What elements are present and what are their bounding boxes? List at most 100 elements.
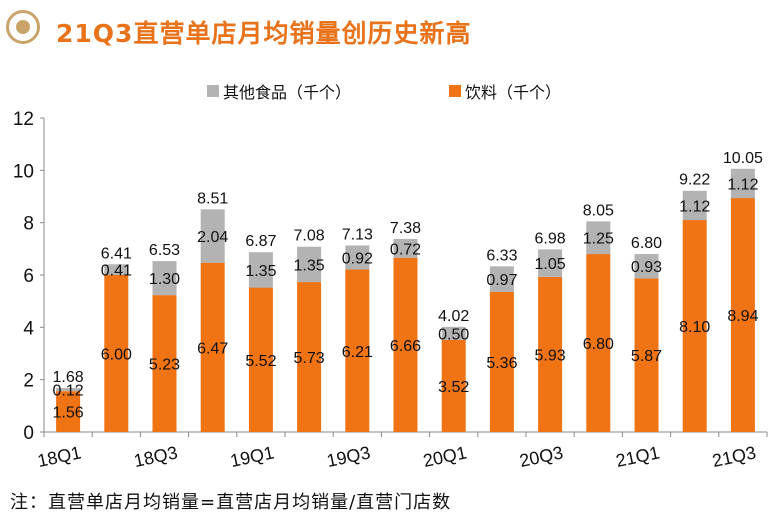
data-label-drinks: 6.47 xyxy=(197,340,228,357)
x-tick-label: 21Q3 xyxy=(710,442,757,471)
data-label-total: 8.51 xyxy=(197,190,228,207)
bar-drinks xyxy=(345,269,370,432)
bar-other-food xyxy=(538,249,563,277)
x-tick-label: 18Q3 xyxy=(132,442,179,471)
bar-other-food xyxy=(441,326,466,340)
logo-icon xyxy=(6,10,40,44)
data-label-drinks: 8.94 xyxy=(727,308,758,325)
data-label-total: 6.87 xyxy=(245,233,276,250)
bar-drinks xyxy=(200,262,225,432)
data-label-drinks: 5.87 xyxy=(631,348,662,365)
x-tick-label: 20Q1 xyxy=(421,442,468,471)
data-label-drinks: 5.93 xyxy=(535,347,566,364)
data-label-total: 1.68 xyxy=(53,369,84,386)
footnote: 注：直营单店月均销量=直营店月均销量/直营门店数 xyxy=(10,492,452,513)
stacked-bar-chart: 0 2 4 6 8 10 12 1.56 0.121.68 6.00 0.416.41 5.23 1.3… xyxy=(13,109,768,471)
legend-label-drinks: 饮料（千个） xyxy=(465,83,562,102)
y-tick-label: 12 xyxy=(13,109,34,130)
data-label-total: 6.98 xyxy=(535,230,566,247)
data-label-total: 6.80 xyxy=(631,235,662,252)
bar-other-food xyxy=(104,264,129,275)
data-label-total: 6.41 xyxy=(101,245,132,262)
data-label-other-food: 1.35 xyxy=(245,263,276,280)
data-label-drinks: 8.10 xyxy=(679,319,710,336)
y-tick-label: 8 xyxy=(23,214,34,235)
bar-other-food xyxy=(489,266,514,292)
data-label-total: 6.33 xyxy=(486,247,517,264)
data-label-other-food: 0.93 xyxy=(631,259,662,276)
data-label-other-food: 0.50 xyxy=(438,326,469,343)
data-label-total: 7.38 xyxy=(390,220,421,237)
bar-drinks xyxy=(586,254,611,432)
bar-drinks xyxy=(56,391,81,432)
data-label-total: 9.22 xyxy=(679,172,710,189)
data-label-other-food: 1.25 xyxy=(583,231,614,248)
bar-drinks xyxy=(248,287,273,432)
x-tick-label: 21Q1 xyxy=(614,442,661,471)
bar-drinks xyxy=(730,198,755,432)
data-label-drinks: 5.23 xyxy=(149,357,180,374)
bar-other-food xyxy=(56,388,81,392)
bar-drinks xyxy=(152,295,177,432)
bar-drinks xyxy=(297,282,322,432)
header: 21Q3直营单店月均销量创历史新高 xyxy=(0,0,777,62)
y-tick-label: 10 xyxy=(13,161,34,182)
data-label-other-food: 0.72 xyxy=(390,241,421,258)
bar-other-food xyxy=(297,246,322,283)
data-label-total: 7.08 xyxy=(294,228,325,245)
data-label-total: 7.13 xyxy=(342,226,373,243)
bar-other-food xyxy=(730,168,755,199)
data-label-other-food: 1.05 xyxy=(535,256,566,273)
bar-other-food xyxy=(152,261,177,296)
y-tick-label: 2 xyxy=(23,371,34,392)
data-label-other-food: 1.30 xyxy=(149,271,180,288)
data-label-total: 10.05 xyxy=(723,150,763,167)
y-tick-label: 0 xyxy=(23,423,34,444)
data-label-other-food: 0.12 xyxy=(53,383,84,400)
x-tick-label: 20Q3 xyxy=(518,442,565,471)
data-label-drinks: 1.56 xyxy=(53,405,84,422)
legend-item-other-food: 其他食品（千个） xyxy=(207,79,351,103)
data-label-drinks: 3.52 xyxy=(438,379,469,396)
data-label-drinks: 5.52 xyxy=(245,353,276,370)
bar-drinks xyxy=(682,220,707,432)
data-label-other-food: 0.41 xyxy=(101,263,132,280)
bar-drinks xyxy=(104,275,129,432)
legend-swatch-gray-icon xyxy=(207,85,219,97)
data-label-other-food: 0.92 xyxy=(342,250,373,267)
bar-drinks xyxy=(393,257,418,432)
data-label-drinks: 6.66 xyxy=(390,338,421,355)
bar-other-food xyxy=(345,245,370,270)
legend-item-drinks: 饮料（千个） xyxy=(449,79,561,103)
data-label-other-food: 1.12 xyxy=(679,198,710,215)
y-tick-label: 6 xyxy=(23,266,34,287)
bar-other-food xyxy=(393,238,418,258)
data-label-other-food: 2.04 xyxy=(197,229,228,246)
bar-drinks xyxy=(538,276,563,432)
x-tick-label: 19Q1 xyxy=(228,442,275,471)
chart-legend: 其他食品（千个） 饮料（千个） xyxy=(0,79,777,102)
data-label-total: 6.53 xyxy=(149,242,180,259)
data-label-drinks: 6.21 xyxy=(342,344,373,361)
y-tick-label: 4 xyxy=(23,318,34,339)
legend-label-other-food: 其他食品（千个） xyxy=(223,83,352,102)
data-label-drinks: 5.36 xyxy=(486,355,517,372)
data-label-other-food: 0.97 xyxy=(486,272,517,289)
data-label-total: 8.05 xyxy=(583,202,614,219)
data-label-drinks: 6.80 xyxy=(583,336,614,353)
bar-drinks xyxy=(441,339,466,432)
bar-other-food xyxy=(248,252,273,288)
data-label-drinks: 6.00 xyxy=(101,347,132,364)
bar-drinks xyxy=(634,278,659,432)
bar-other-food xyxy=(200,209,225,263)
data-label-total: 4.02 xyxy=(438,308,469,325)
x-tick-label: 19Q3 xyxy=(325,442,372,471)
bar-drinks xyxy=(489,291,514,432)
bar-other-food xyxy=(586,221,611,255)
x-tick-label: 18Q1 xyxy=(36,442,83,471)
bar-other-food xyxy=(634,254,659,279)
page-title: 21Q3直营单店月均销量创历史新高 xyxy=(56,19,472,48)
bar-other-food xyxy=(682,190,707,221)
data-label-other-food: 1.12 xyxy=(727,176,758,193)
data-label-other-food: 1.35 xyxy=(294,257,325,274)
